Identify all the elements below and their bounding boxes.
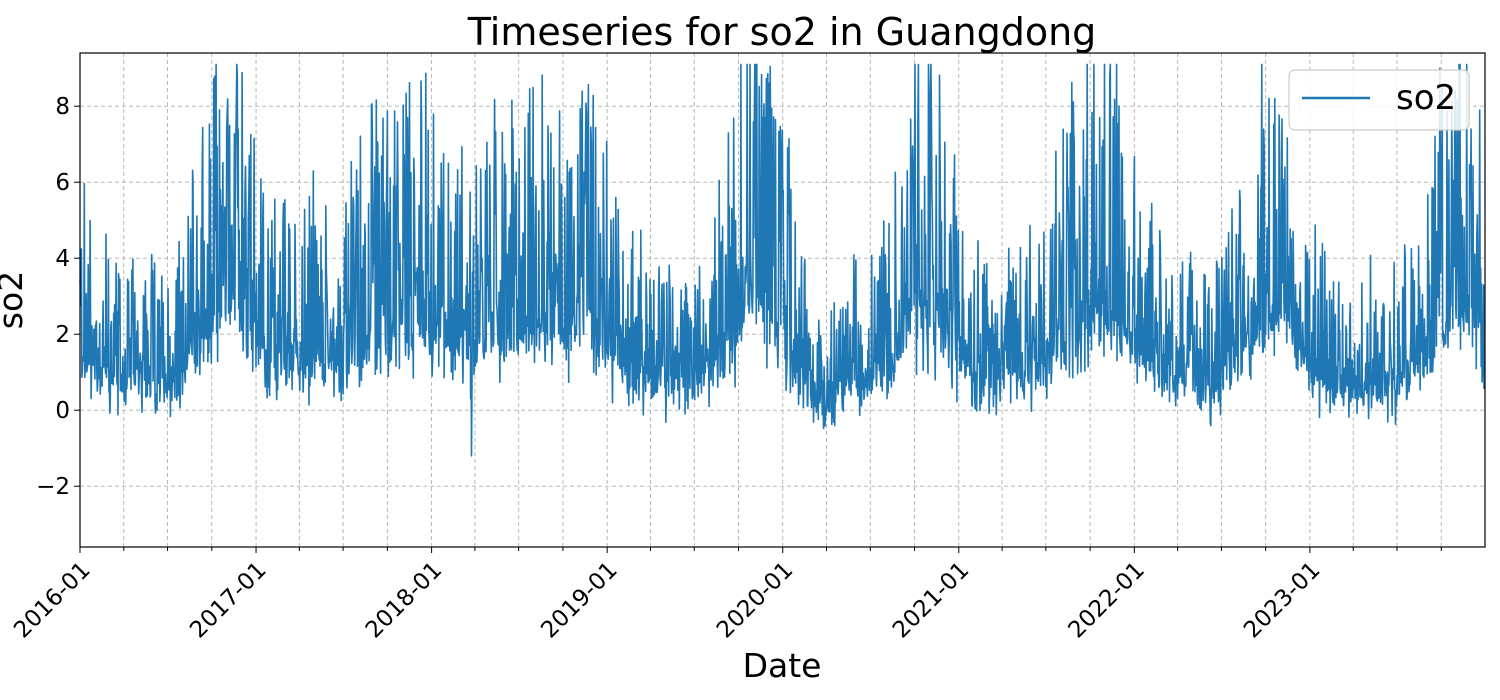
y-tick-label: 4 (55, 246, 70, 272)
legend-label-so2: so2 (1396, 78, 1456, 118)
series-line-so2 (79, 63, 1486, 457)
y-axis-label: so2 (0, 271, 30, 329)
x-tick-label: 2016-01 (9, 557, 95, 643)
y-tick-label: 2 (55, 322, 70, 348)
plot-frame (79, 52, 1486, 548)
x-tick-label: 2020-01 (712, 557, 798, 643)
y-tick-label: 0 (55, 398, 70, 424)
legend: so2 (1288, 69, 1470, 131)
legend-box (1288, 69, 1470, 131)
x-tick-label: 2023-01 (1239, 557, 1325, 643)
plot-area (79, 63, 1486, 457)
x-tick-label: 2021-01 (888, 557, 974, 643)
x-axis-label: Date (743, 646, 822, 685)
x-tick-label: 2019-01 (536, 557, 622, 643)
y-tick-label: 6 (55, 170, 70, 196)
chart-title: Timeseries for so2 in Guangdong (467, 10, 1097, 54)
x-tick-label: 2018-01 (361, 557, 447, 643)
x-tick-label: 2022-01 (1064, 557, 1150, 643)
y-tick-label: 8 (55, 94, 70, 120)
x-tick-label: 2017-01 (185, 557, 271, 643)
y-tick-label: −2 (36, 474, 70, 500)
